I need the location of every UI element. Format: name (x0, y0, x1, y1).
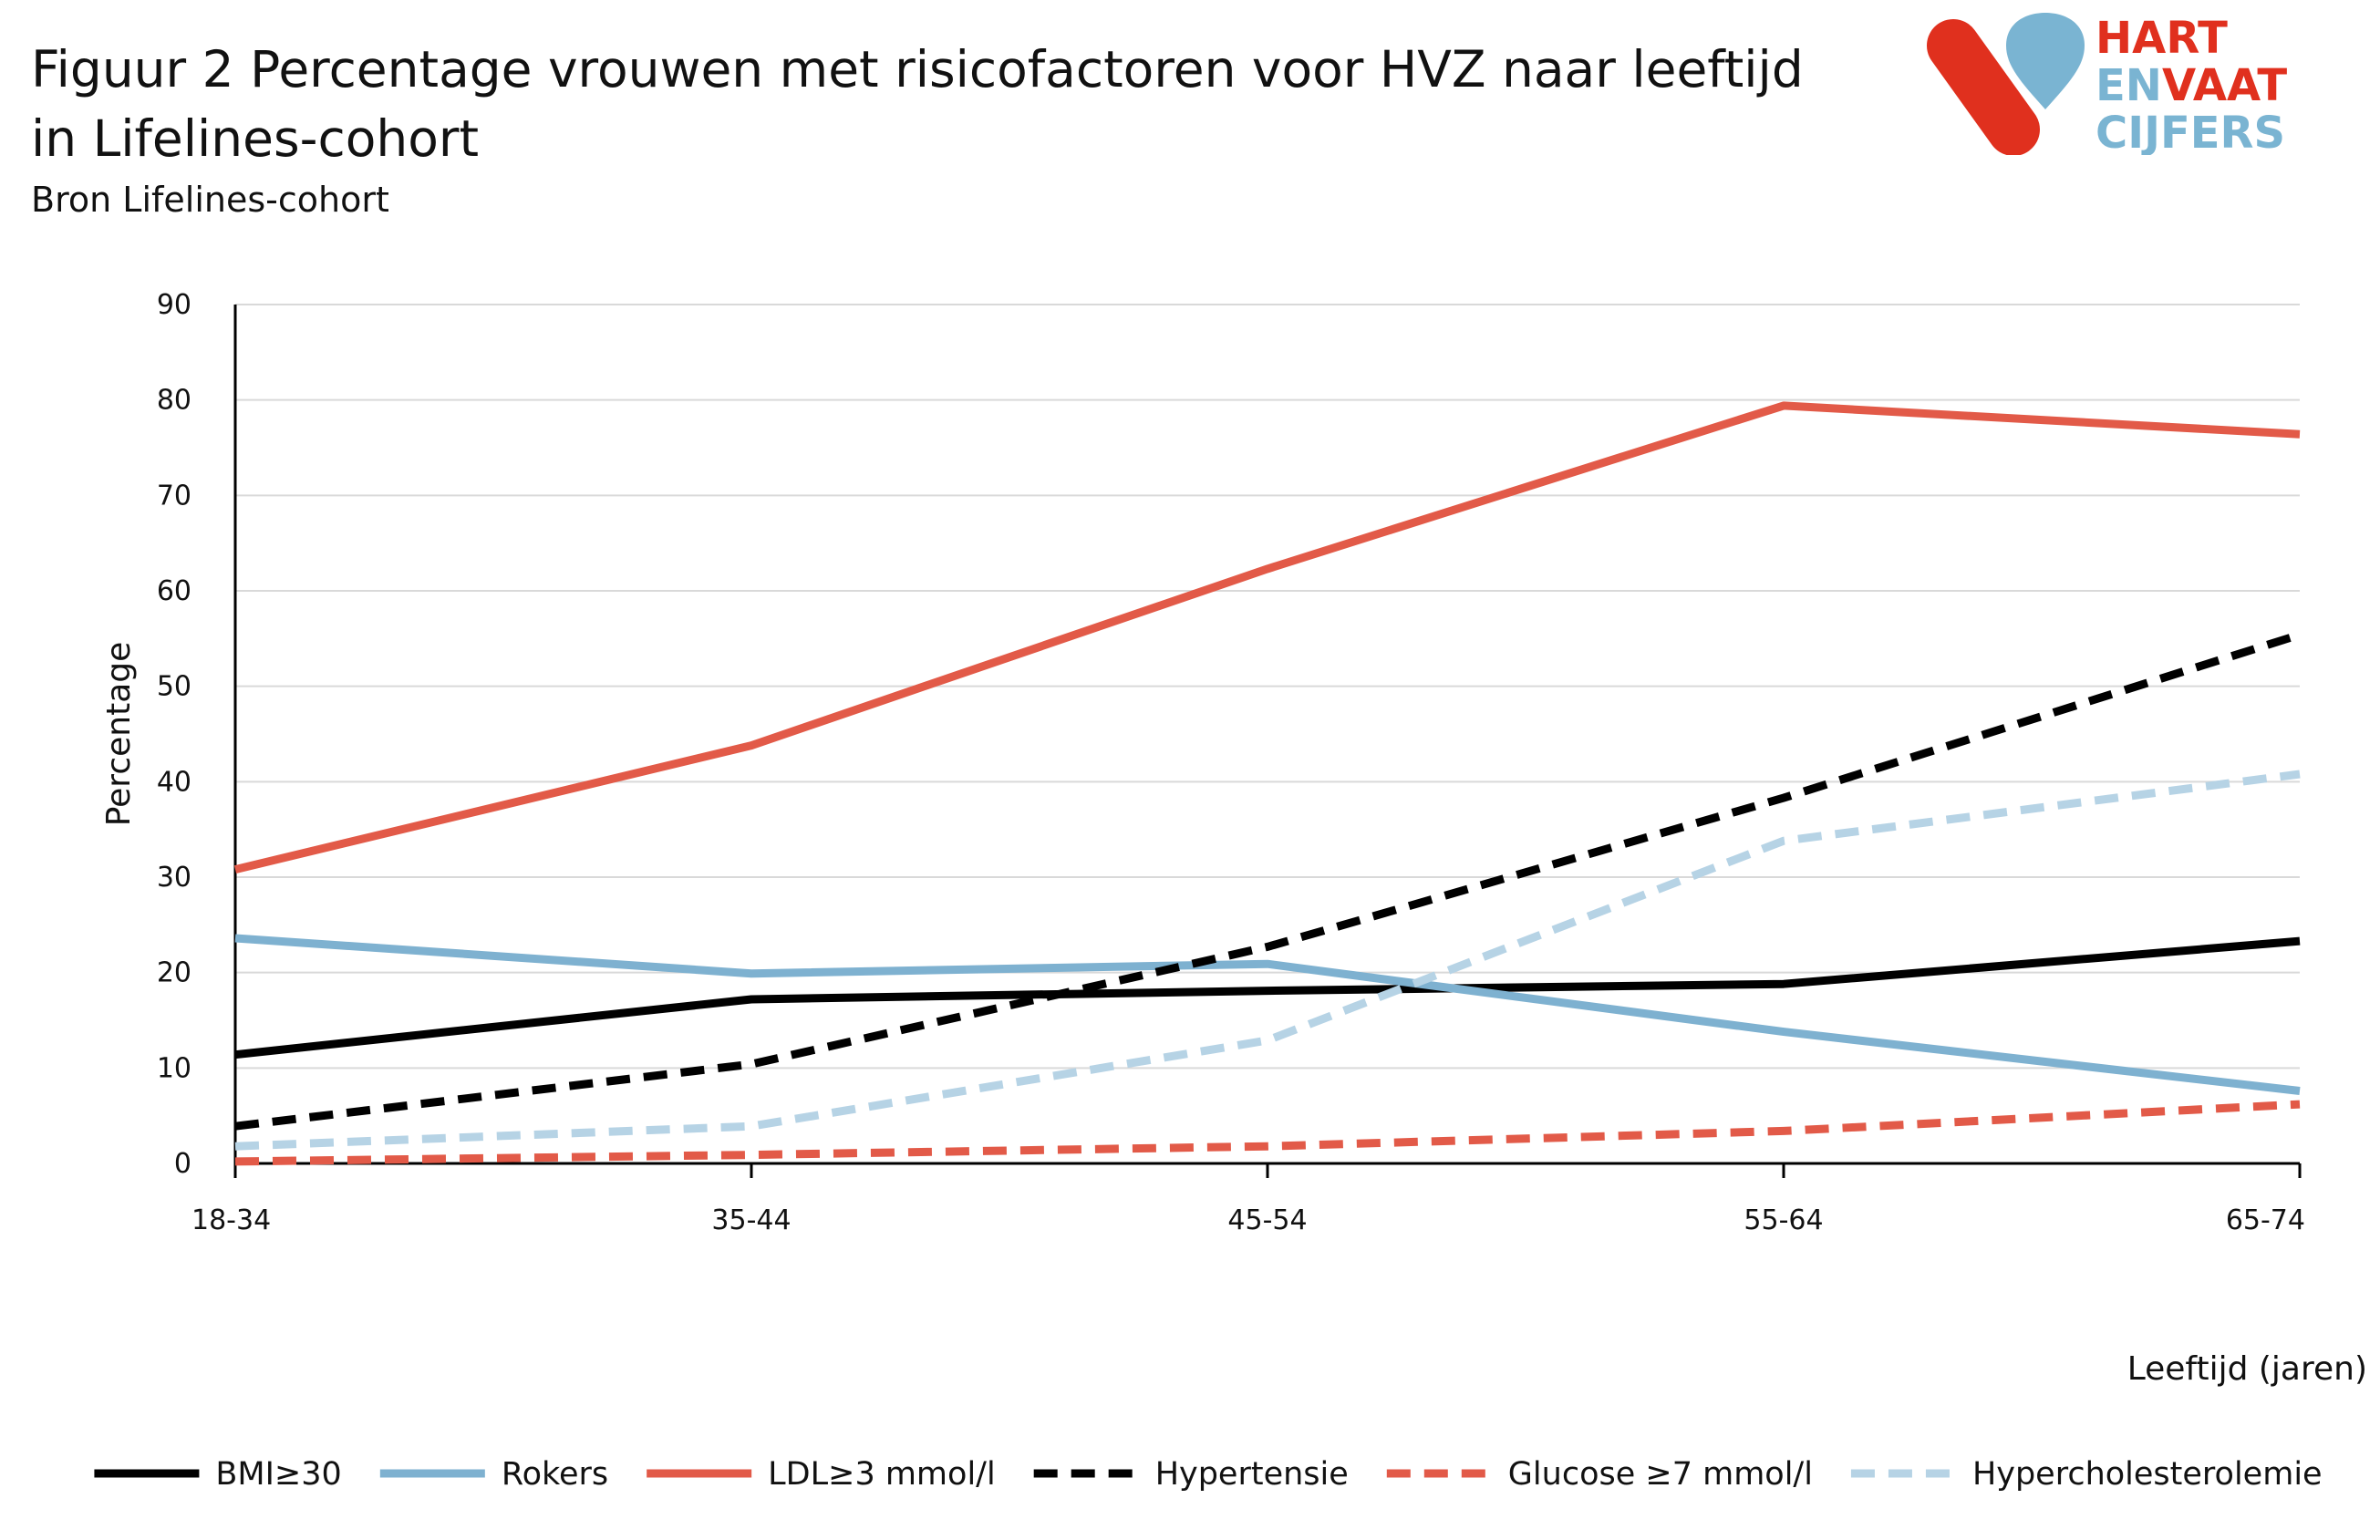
chart-title: Figuur 2 Percentage vrouwen met risicofa… (31, 40, 1804, 168)
legend-label: LDL≥3 mmol/l (768, 1456, 996, 1493)
y-tick-label: 10 (157, 1052, 191, 1084)
y-tick-label: 50 (157, 671, 191, 703)
y-tick-label: 70 (157, 480, 191, 512)
y-tick-labels: 0 10 20 30 40 50 60 70 80 90 (157, 289, 191, 1180)
legend-label: Rokers (502, 1456, 608, 1493)
y-tick-label: 30 (157, 862, 191, 894)
series-line (234, 630, 2302, 1131)
y-tick-label: 20 (157, 957, 191, 989)
series-lines (233, 401, 2302, 1166)
y-axis-title: Percentage (100, 642, 138, 827)
hart-en-vaat-cijfers-logo: HART ENVAAT CIJFERS (1927, 13, 2287, 155)
legend-label: Hypertensie (1155, 1456, 1349, 1493)
series-line (234, 936, 2301, 1059)
chart-subtitle: Bron Lifelines-cohort (31, 180, 389, 220)
legend-label: Hypercholesterolemie (1972, 1456, 2323, 1493)
y-tick-label: 60 (157, 575, 191, 607)
x-tick-label: 45-54 (1227, 1204, 1307, 1236)
legend: BMI≥30 Rokers LDL≥3 mmol/l Hypertensie Gluco… (94, 1456, 2323, 1493)
logo-drop-icon (2006, 13, 2085, 109)
logo-text-en: EN (2095, 60, 2162, 111)
logo-text-cijfers: CIJFERS (2095, 108, 2285, 155)
logo-pill-icon (1927, 19, 2040, 155)
logo-text-vaat: VAAT (2162, 60, 2287, 111)
y-tick-label: 40 (157, 766, 191, 798)
x-axis-title: Leeftijd (jaren) (2127, 1350, 2367, 1388)
y-tick-label: 0 (174, 1148, 191, 1180)
logo-text-envaat: ENVAAT (2095, 60, 2287, 111)
x-tick-label: 18-34 (191, 1204, 271, 1236)
legend-label: Glucose ≥7 mmol/l (1508, 1456, 1813, 1493)
series-line (234, 770, 2301, 1151)
y-tick-label: 80 (157, 385, 191, 417)
logo-blue-drop (2006, 13, 2085, 109)
x-tick-label: 35-44 (711, 1204, 791, 1236)
logo-red-pill (1927, 19, 2040, 155)
series-line (233, 401, 2301, 873)
gridlines (235, 304, 2300, 1070)
y-tick-label: 90 (157, 289, 191, 321)
legend-label: BMI≥30 (215, 1456, 341, 1493)
x-tick-labels: 18-34 35-44 45-54 55-64 65-74 (191, 1204, 2305, 1236)
axes (233, 305, 2302, 1178)
series-line (234, 1100, 2301, 1166)
x-tick-label: 65-74 (2226, 1204, 2305, 1236)
series-line (234, 934, 2301, 1095)
x-tick-label: 55-64 (1744, 1204, 1823, 1236)
logo-text-hart: HART (2095, 13, 2228, 64)
